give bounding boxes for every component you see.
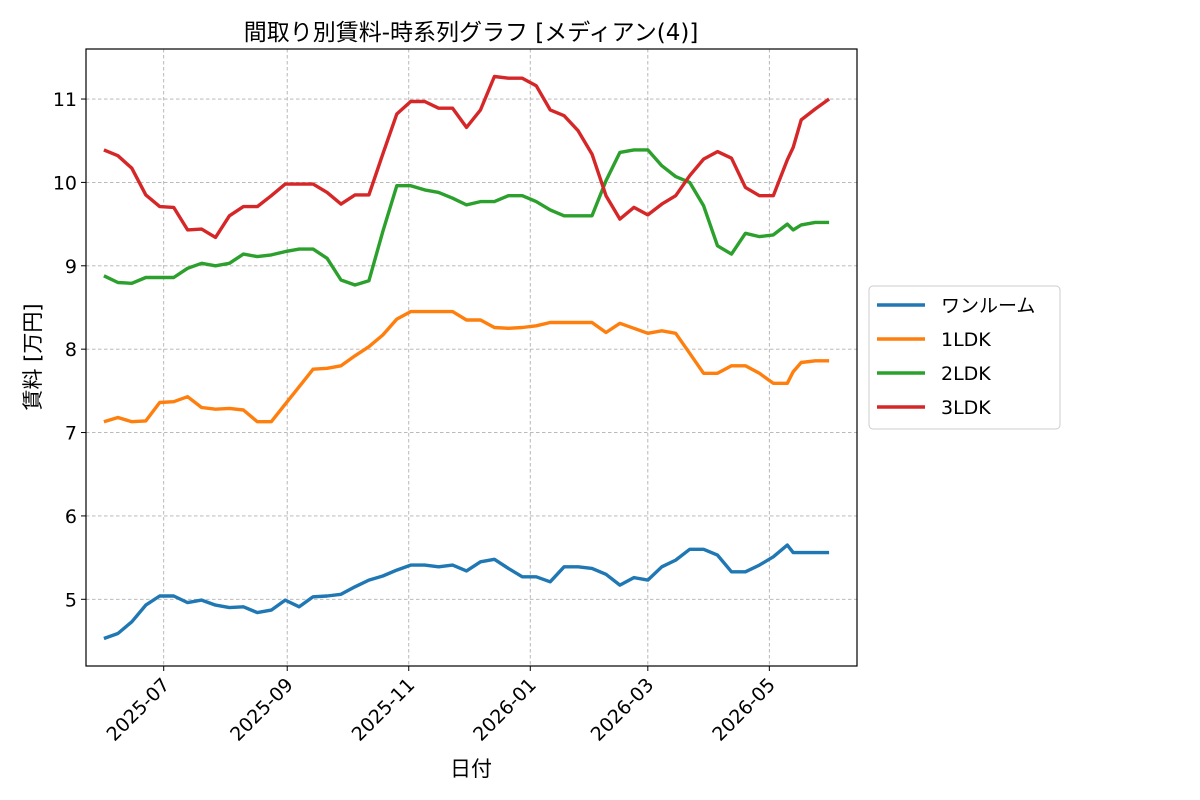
legend-label-1: ワンルーム [941,295,1035,317]
y-tick-label: 11 [53,89,77,111]
legend-label-3: 2LDK [941,363,991,385]
x-tick-label: 2025-09 [226,674,298,746]
y-axis: 5 6 7 8 9 10 11 [53,89,86,611]
y-tick-label: 5 [65,589,77,611]
x-axis: 2025-07 2025-09 2025-11 2026-01 2026-03 2026-… [103,666,780,746]
y-tick-label: 9 [65,256,77,278]
legend: ワンルーム 1LDK 2LDK 3LDK [868,285,1061,430]
x-tick-label: 2026-05 [708,674,780,746]
x-tick-label: 2025-07 [103,674,175,746]
series-line-2 [103,309,830,424]
x-tick-label: 2026-03 [587,674,659,746]
series-lines [103,74,831,641]
y-tick-label: 8 [65,339,77,361]
x-axis-title: 日付 [450,757,492,781]
chart-title: 間取り別賃料-時系列グラフ [メディアン(4)] [244,20,699,46]
y-tick-label: 6 [65,506,77,528]
x-tick-label: 2026-01 [469,674,541,746]
series-line-1 [103,543,830,641]
legend-frame [868,285,1061,430]
legend-label-2: 1LDK [941,329,991,351]
series-line-4 [103,74,831,240]
x-tick-label: 2025-11 [348,674,420,746]
plot-frame [85,48,858,667]
series-line-3 [103,148,830,287]
legend-label-4: 3LDK [941,397,991,419]
y-axis-title: 賃料 [万円] [21,303,45,410]
y-tick-label: 10 [53,172,77,194]
y-tick-label: 7 [65,423,77,445]
